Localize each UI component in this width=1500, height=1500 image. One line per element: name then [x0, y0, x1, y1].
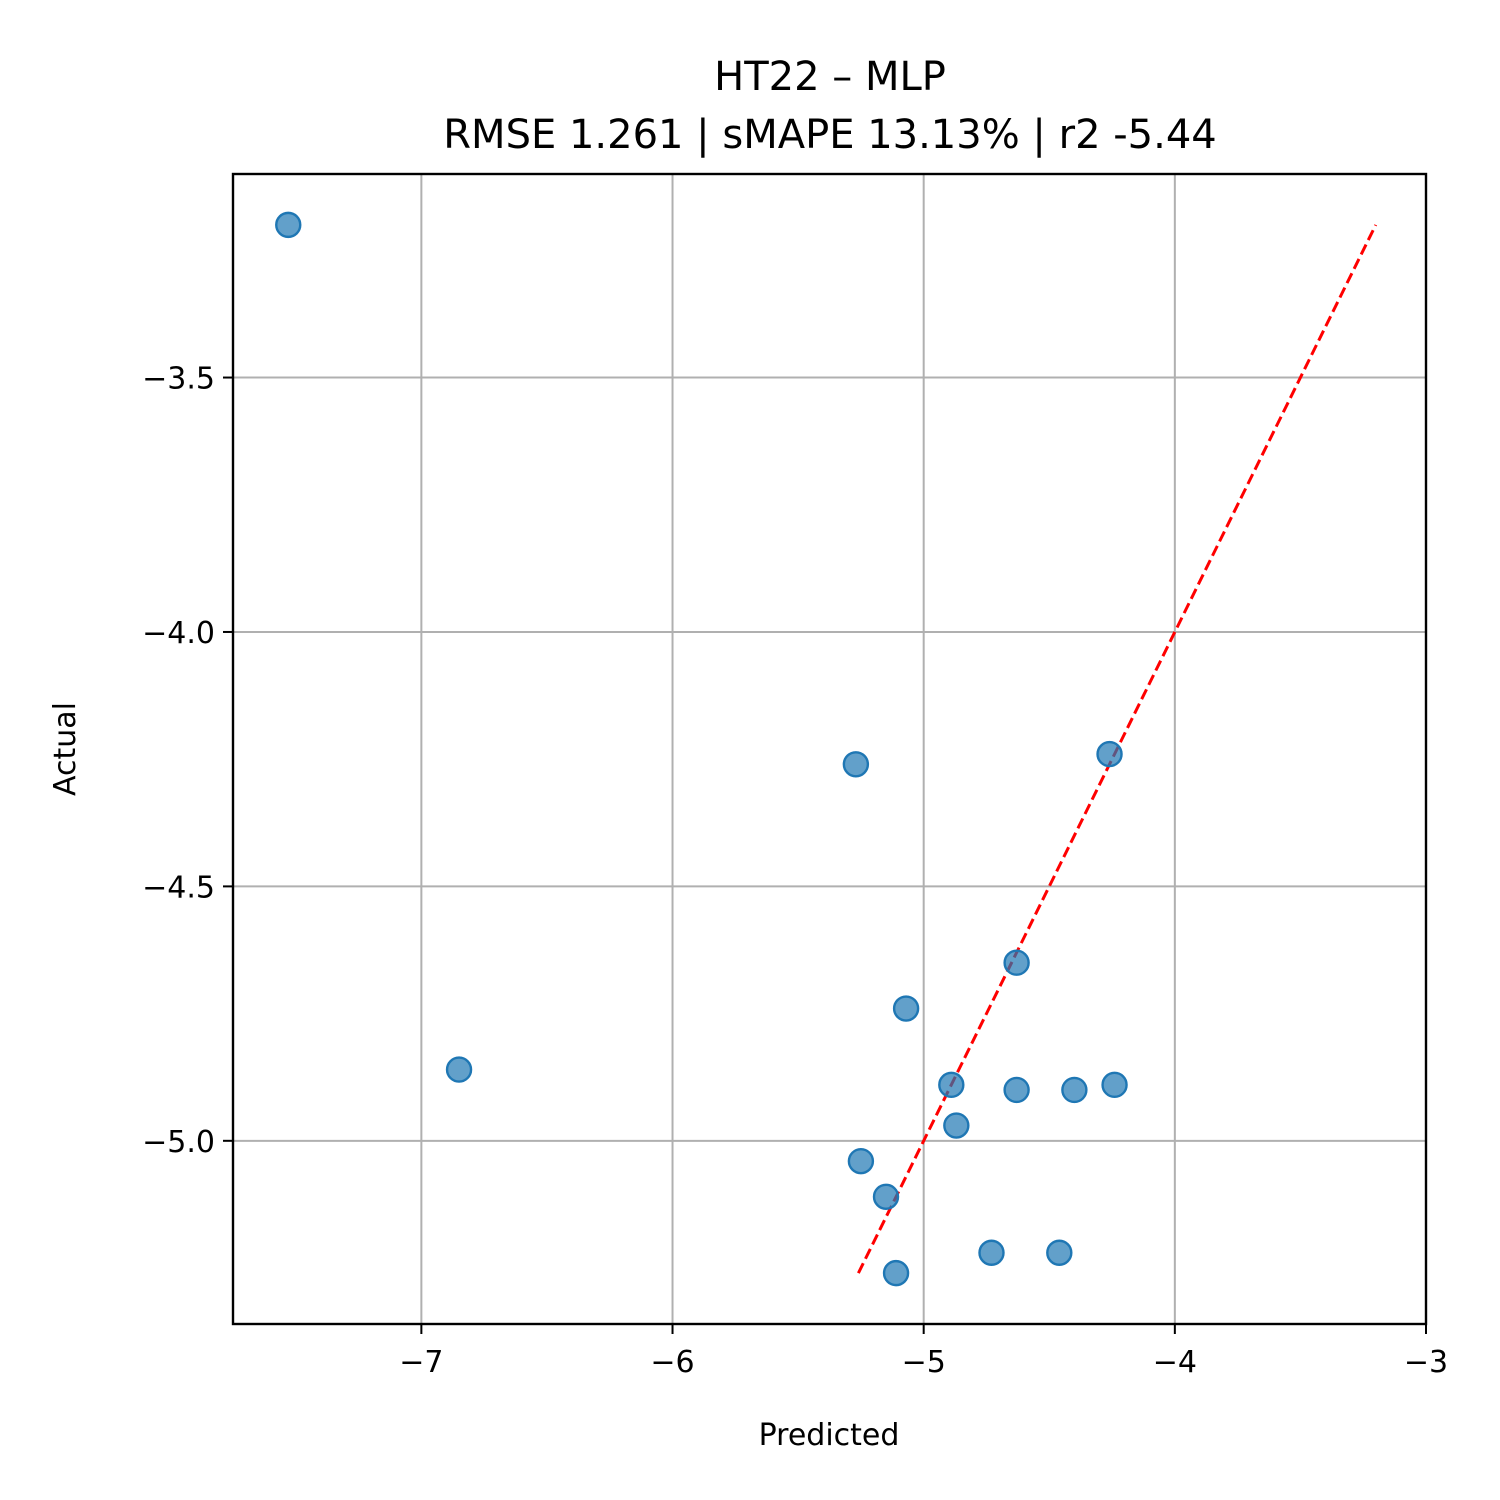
data-points [275, 211, 1128, 1287]
data-point [892, 995, 920, 1022]
x-axis-label: Predicted [759, 1418, 900, 1453]
y-axis-label: Actual [48, 702, 83, 796]
x-tick-label: −5 [902, 1345, 946, 1380]
data-point [872, 1183, 900, 1210]
y-tick-label: −4.0 [142, 616, 215, 651]
x-tick-label: −3 [1404, 1345, 1448, 1380]
chart-subtitle: RMSE 1.261 | sMAPE 13.13% | r2 -5.44 [443, 112, 1216, 158]
grid-lines [233, 174, 1427, 1324]
x-tick-label: −6 [650, 1345, 694, 1380]
data-point [1003, 1076, 1030, 1104]
data-point [938, 1071, 965, 1099]
y-tick-label: −5.0 [142, 1125, 215, 1160]
data-point [1096, 740, 1123, 768]
data-point [275, 211, 302, 239]
data-point [1003, 949, 1030, 976]
data-point [847, 1147, 875, 1175]
x-tick-label: −7 [399, 1345, 443, 1380]
data-point [1061, 1076, 1088, 1104]
data-point [978, 1239, 1005, 1266]
y-tick-label: −3.5 [142, 362, 215, 397]
data-point [943, 1112, 970, 1139]
data-point [842, 751, 870, 778]
data-point [445, 1056, 473, 1083]
x-tick-label: −4 [1153, 1345, 1197, 1380]
y-tick-label: −4.5 [142, 870, 215, 905]
chart-title: HT22 – MLP [714, 54, 946, 100]
axis-ticks: −7 −6 −5 −4 −3 −5.0 −4.5 −4.0 −3.5 [142, 362, 1448, 1380]
data-point [1046, 1239, 1073, 1266]
data-point [882, 1259, 910, 1287]
plot-frame [231, 172, 1428, 1326]
data-point [1101, 1071, 1128, 1099]
